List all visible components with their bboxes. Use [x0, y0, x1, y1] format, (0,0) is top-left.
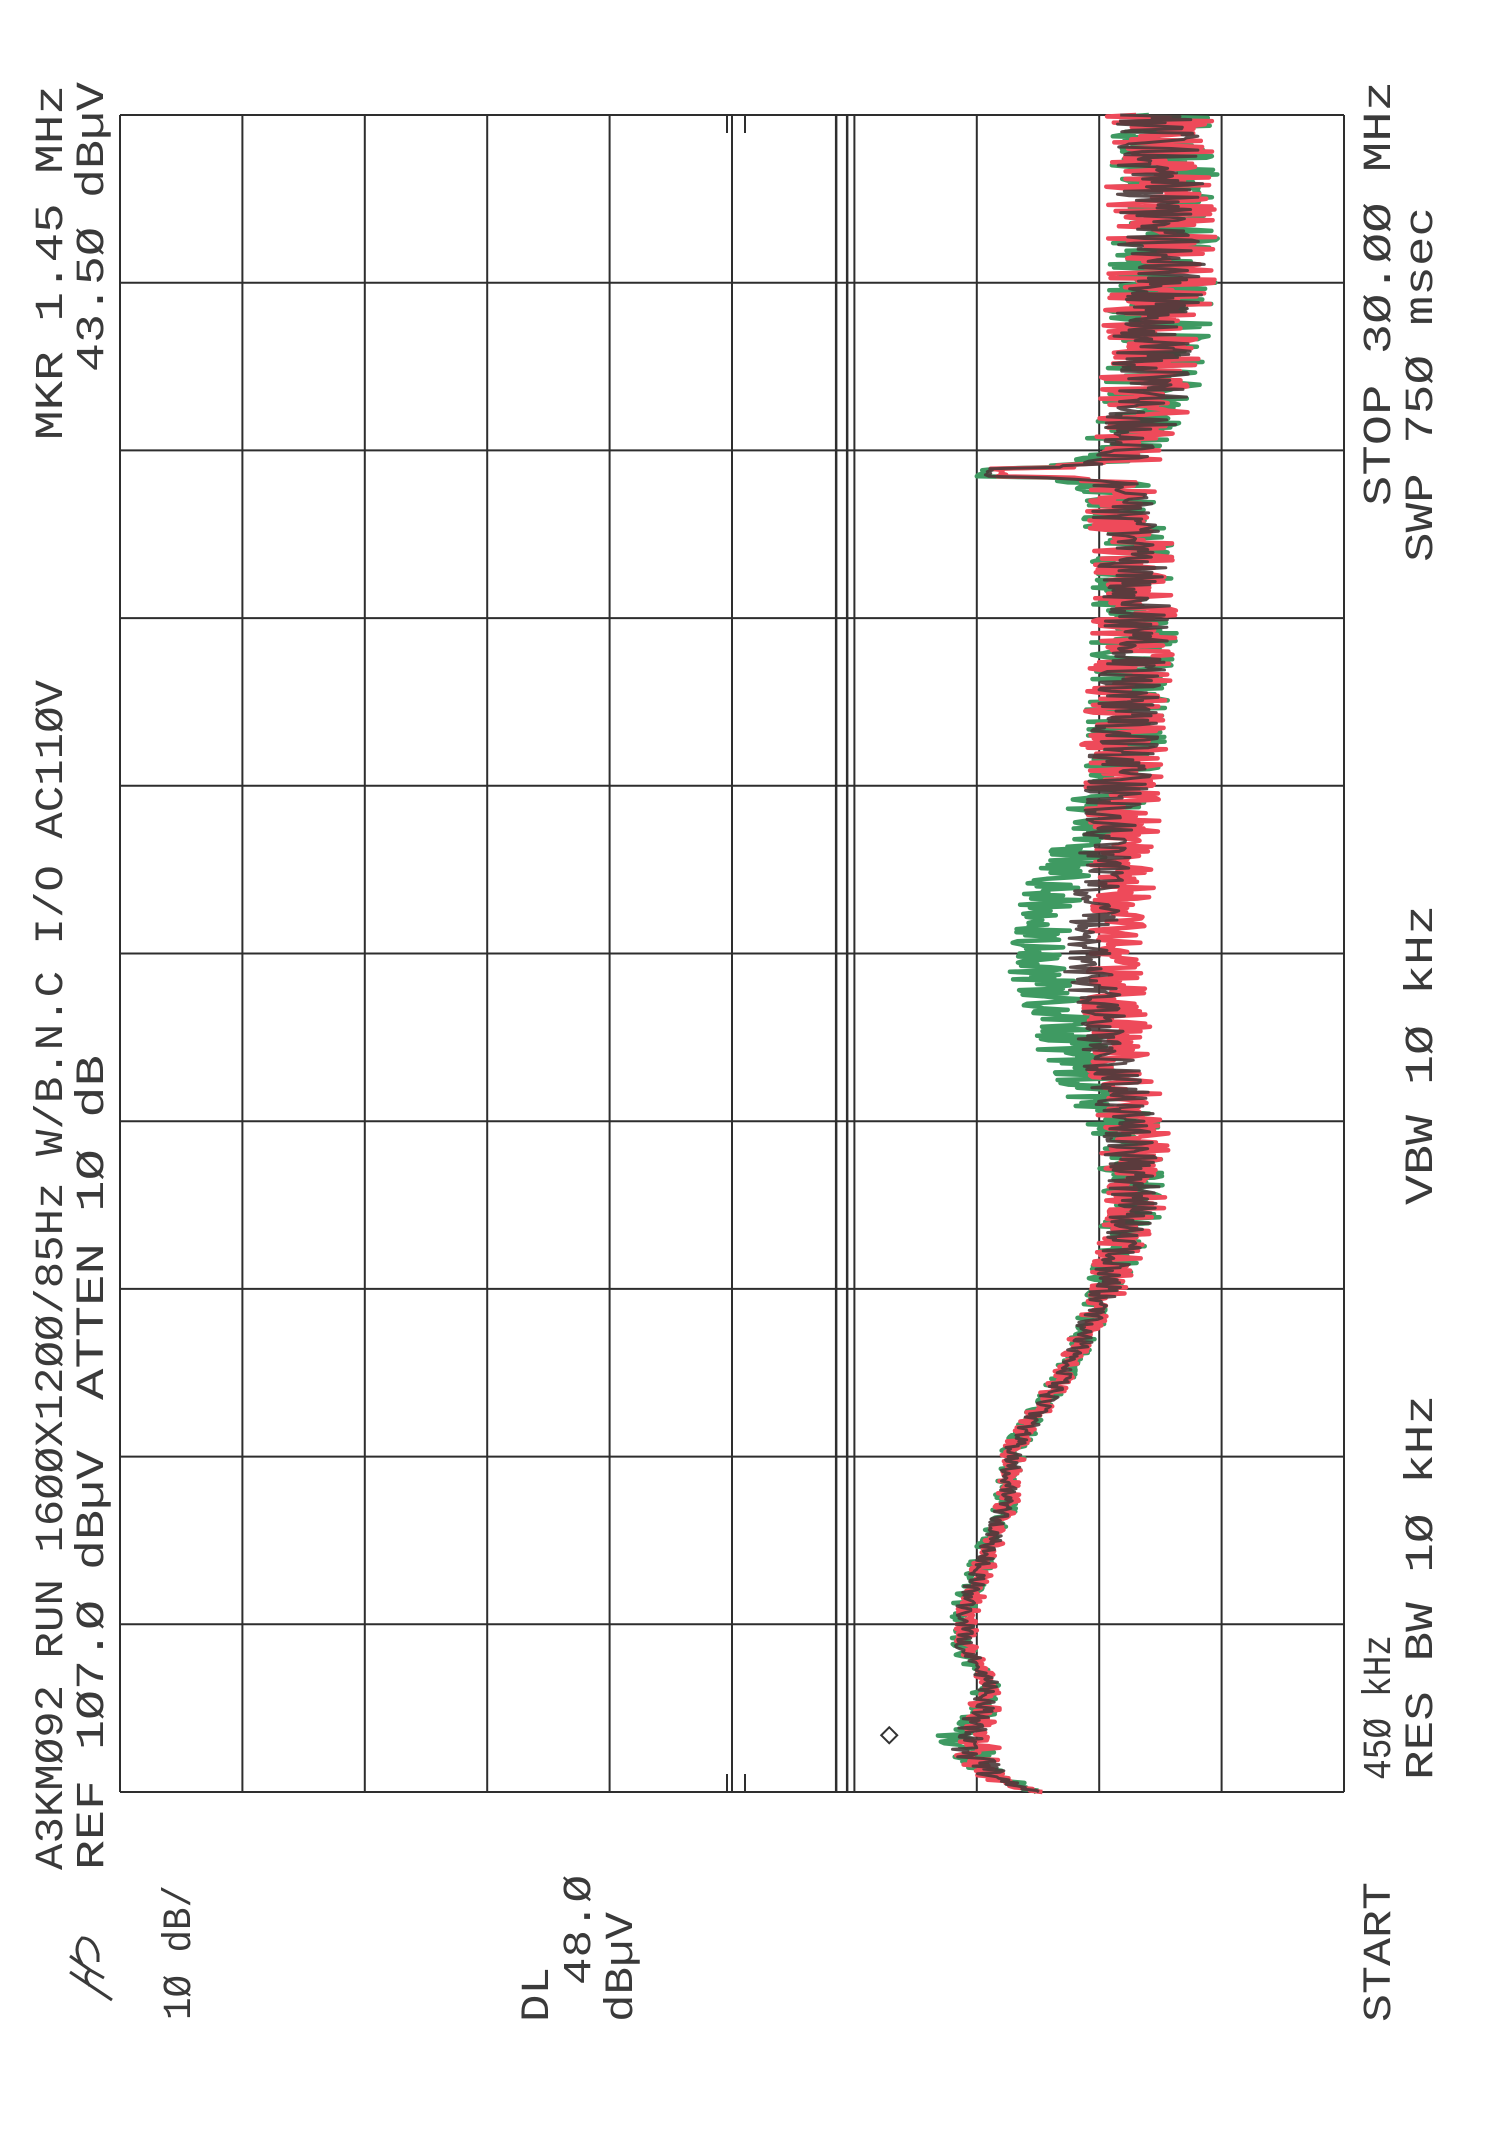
sweep-time: SWP 75Ø msec	[1400, 207, 1445, 562]
header-title: A3KMØ92 RUN 16ØØX12ØØ/85Hz W/B.N.C I/O A…	[30, 680, 75, 1870]
video-bandwidth: VBW 1Ø kHz	[1400, 905, 1445, 1205]
scale-per-division: 1Ø dB/	[158, 1885, 203, 2020]
stop-frequency: STOP 3Ø.ØØ MHz	[1358, 81, 1403, 506]
hp-logo	[69, 1936, 113, 2002]
traces	[935, 112, 1220, 1795]
marker-frequency: MKR 1.45 MHz	[30, 85, 75, 440]
display-line-label: DL	[516, 1967, 561, 2022]
attenuation: ATTEN 1Ø dB	[71, 1055, 116, 1400]
trace-dark	[951, 113, 1206, 1794]
display-line-unit: dBµV	[600, 1912, 645, 2022]
marker-level: 43.5Ø dBµV	[71, 82, 116, 372]
display-line	[834, 115, 849, 1792]
reference-level: REF 1Ø7.Ø dBµV	[71, 1450, 116, 1870]
start-label: START	[1358, 1882, 1403, 2022]
marker	[879, 1725, 899, 1745]
resolution-bandwidth: RES BW 1Ø kHz	[1400, 1395, 1445, 1780]
marker-diamond-icon	[879, 1725, 899, 1745]
start-frequency: 45Ø kHz	[1358, 1635, 1403, 1780]
display-line-value: 48.Ø	[558, 1875, 603, 1985]
